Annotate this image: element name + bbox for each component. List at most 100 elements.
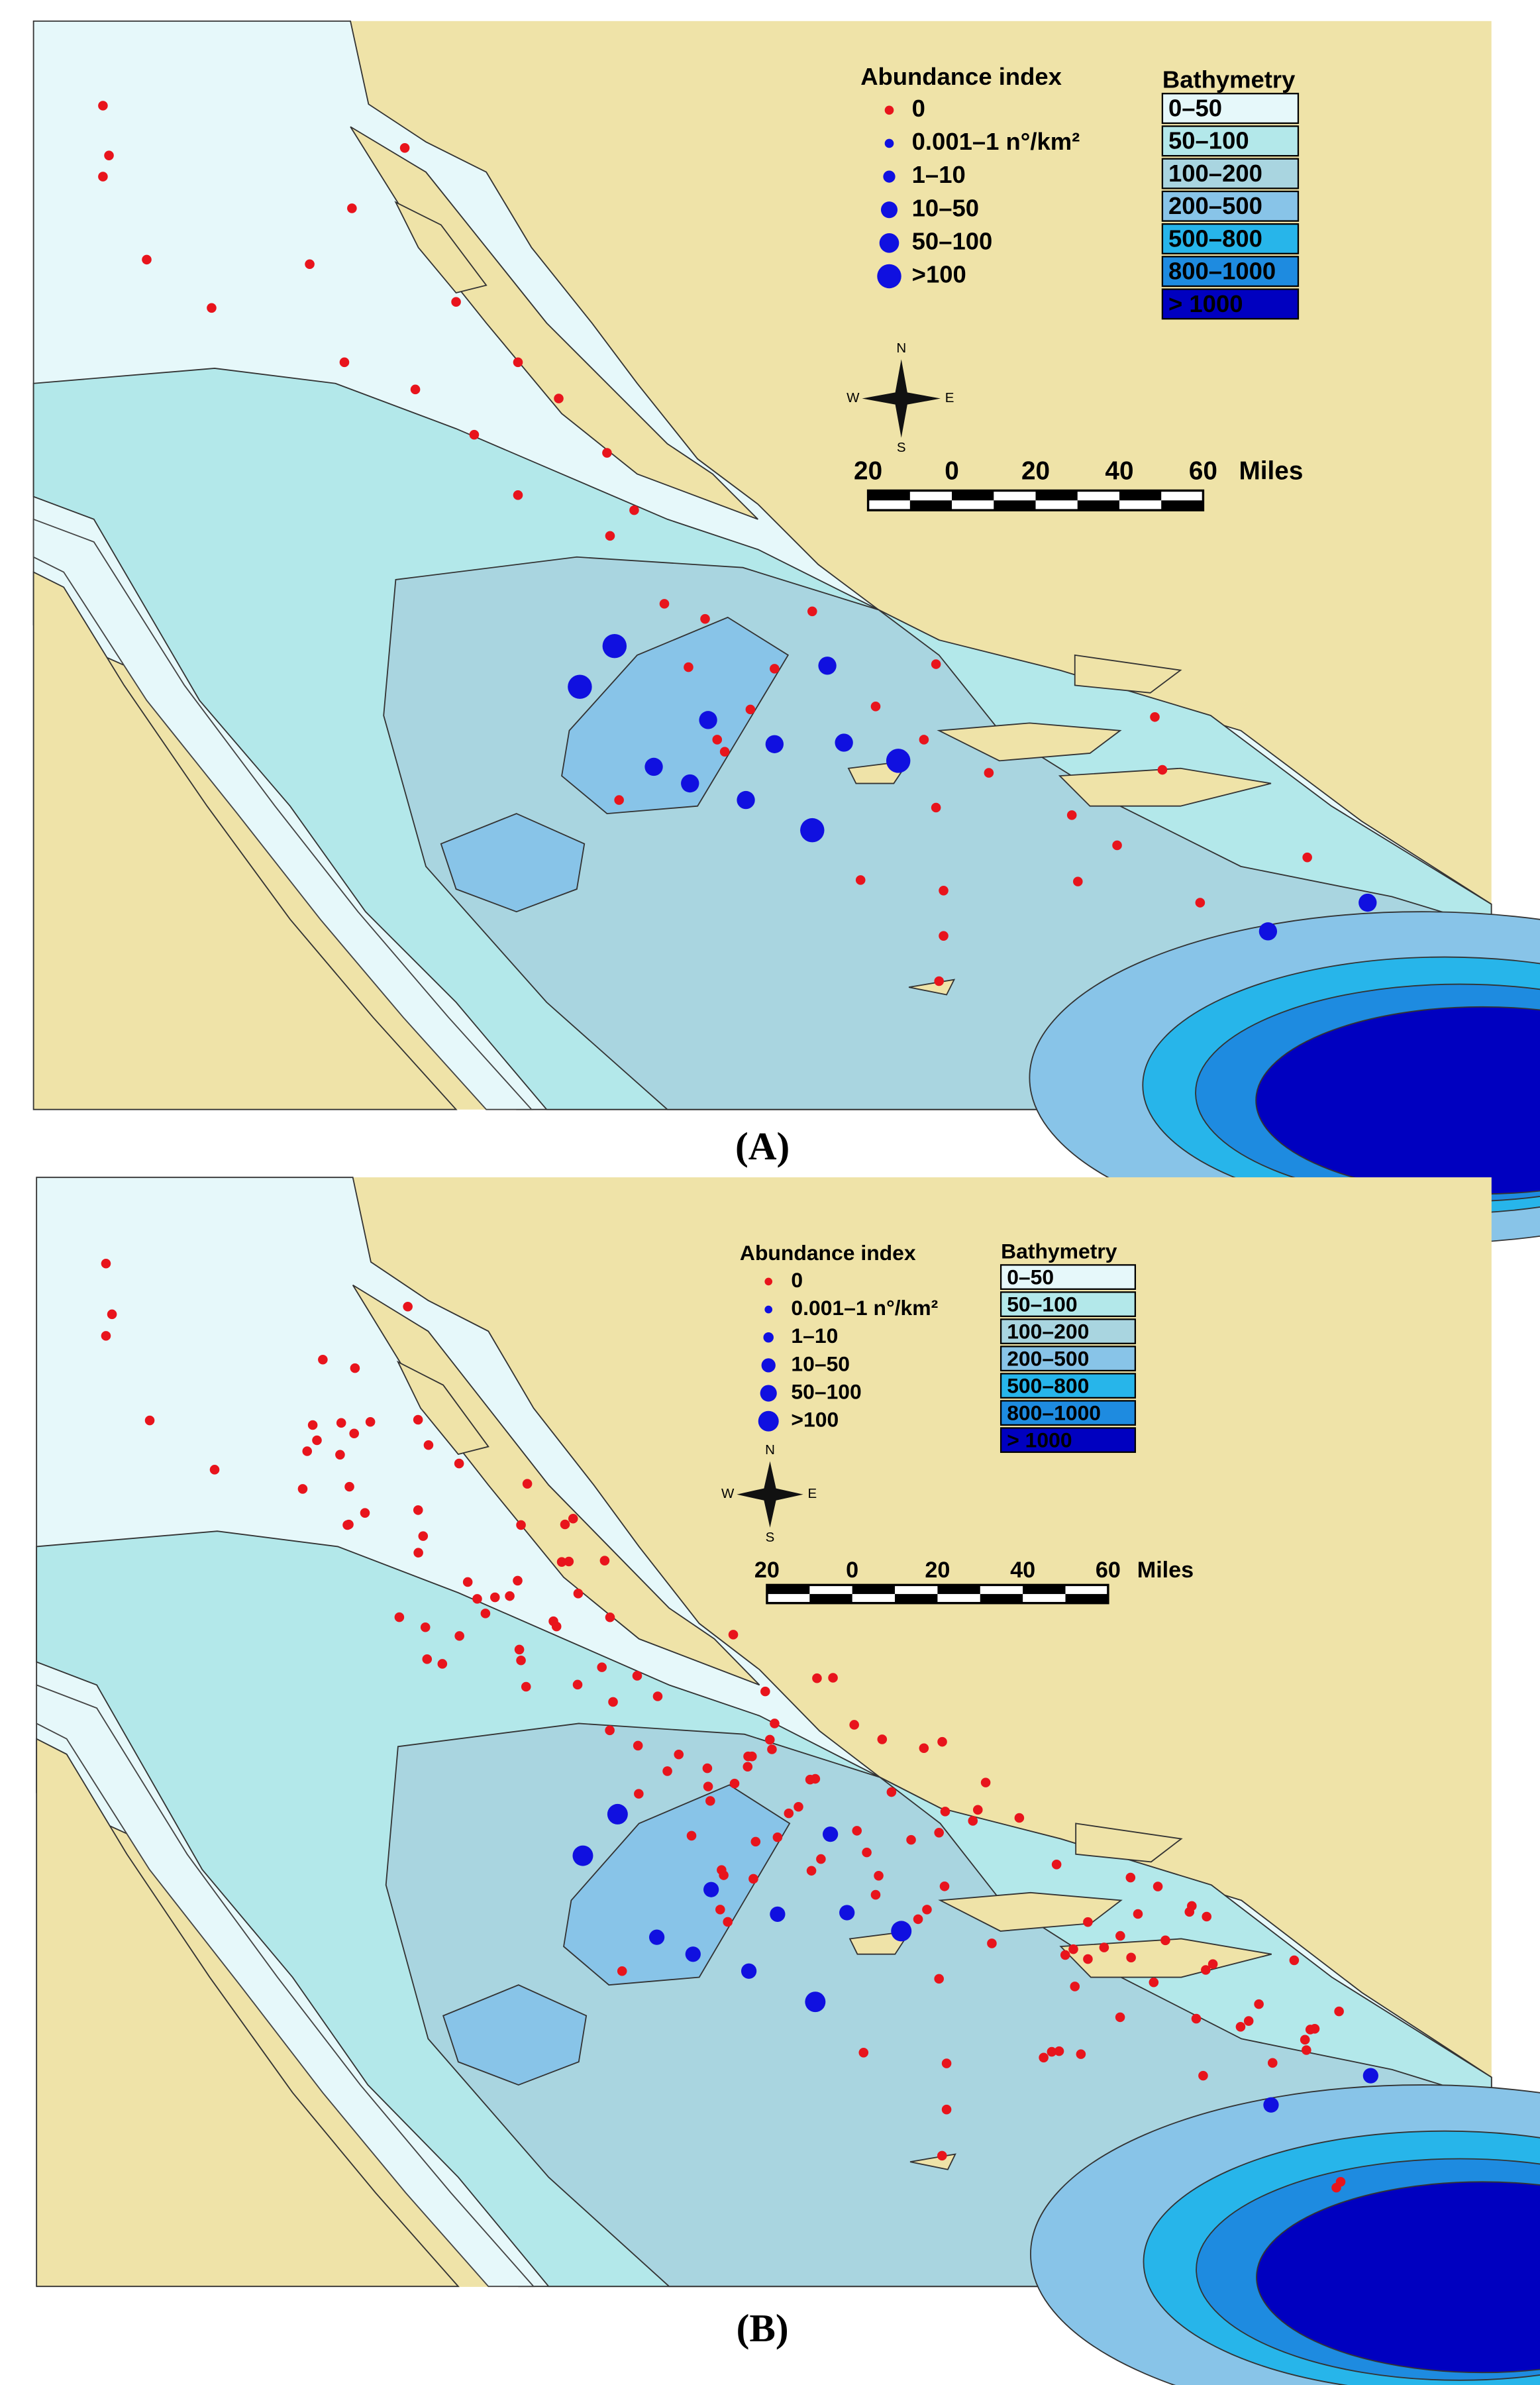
legend-swatch [1000, 1373, 1137, 1399]
legend-dot [763, 1332, 774, 1343]
legend-label: > 1000 [1007, 1428, 1072, 1452]
sample-zero [1076, 2049, 1086, 2059]
sample-zero [1309, 2024, 1320, 2034]
sample-zero [490, 1592, 500, 1603]
scale-segment [1077, 500, 1119, 511]
scale-label: 0 [945, 456, 959, 485]
compass-s: S [897, 440, 906, 455]
sample-zero [513, 490, 523, 500]
sample-positive [703, 1882, 719, 1897]
legend-label: 0–50 [1168, 94, 1222, 121]
sample-zero [634, 1789, 644, 1799]
sample-zero [514, 1644, 525, 1655]
sample-zero [344, 1481, 354, 1492]
sample-zero [767, 1744, 777, 1754]
sample-zero [1115, 1931, 1125, 1941]
compass-s: S [766, 1530, 775, 1545]
legend-label: 0.001–1 n°/km² [912, 128, 1080, 155]
sample-zero [513, 357, 523, 368]
sample-zero [602, 448, 612, 458]
caption: (B) [737, 2306, 789, 2350]
panel-overlay: Abundance index 0 0.001–1 n°/km² 1–10 10–50 5… [101, 1240, 1378, 2350]
sample-zero [1160, 1935, 1170, 1946]
sample-zero [1066, 810, 1077, 820]
sample-zero [420, 1622, 431, 1632]
compass-e: E [807, 1486, 817, 1501]
sample-zero [784, 1808, 794, 1819]
sample-zero [302, 1446, 313, 1456]
caption: (A) [735, 1124, 790, 1168]
legend-label: 200–500 [1007, 1346, 1089, 1370]
legend-dot [758, 1410, 779, 1432]
sample-zero [360, 1508, 370, 1518]
legend-label: 50–100 [912, 227, 993, 254]
sample-zero [855, 875, 866, 885]
sample-zero [513, 1575, 523, 1586]
scale-segment [937, 1585, 980, 1595]
sample-positive [699, 711, 717, 729]
legend-label: 1–10 [791, 1324, 838, 1348]
sample-zero [717, 1865, 727, 1875]
sample-zero [1202, 1911, 1212, 1922]
sample-zero [554, 394, 564, 403]
legend-dot [760, 1385, 777, 1402]
scale-label: 20 [854, 456, 882, 485]
legend-dot [884, 105, 894, 115]
sample-zero [674, 1749, 684, 1760]
legend-label: 10–50 [791, 1352, 850, 1375]
sample-zero [1115, 2012, 1125, 2023]
scale-label: 60 [1096, 1558, 1121, 1583]
sample-zero [987, 1938, 997, 1948]
sample-zero [98, 101, 108, 111]
sample-zero [413, 1505, 423, 1515]
sample-zero [760, 1686, 770, 1697]
sample-zero [394, 1612, 405, 1622]
sample-zero [700, 613, 710, 624]
sample-zero [1243, 2016, 1254, 2026]
sample-zero [728, 1630, 739, 1640]
sample-zero [633, 1740, 643, 1751]
sample-zero [1070, 1982, 1080, 1991]
compass-rose [737, 1461, 803, 1528]
legend-label: 0 [791, 1268, 803, 1292]
scale-segment [852, 1585, 896, 1595]
sample-positive [891, 1921, 912, 1942]
sample-zero [1073, 876, 1083, 886]
sample-zero [1289, 1955, 1300, 1966]
sample-zero [347, 203, 357, 213]
sample-zero [422, 1654, 433, 1664]
sample-zero [403, 1301, 413, 1312]
sample-zero [418, 1531, 429, 1541]
sample-zero [454, 1458, 464, 1469]
sample-zero [462, 1577, 473, 1587]
legend-dot [880, 201, 898, 219]
sample-zero [573, 1589, 584, 1599]
sample-zero [746, 1751, 757, 1762]
sample-zero [209, 1465, 220, 1475]
legend-label: 100–200 [1168, 160, 1262, 187]
sample-zero [551, 1621, 562, 1632]
sample-zero [941, 2104, 952, 2115]
scale-label: 20 [754, 1558, 780, 1583]
legend-swatch [1161, 288, 1300, 320]
sample-zero [1149, 1977, 1159, 1988]
scale-label: 20 [1021, 456, 1050, 485]
legend-dot [761, 1358, 776, 1373]
scale-label: 40 [1105, 456, 1133, 485]
legend-title: Abundance index [740, 1241, 916, 1265]
sample-zero [101, 1258, 111, 1269]
legend-dot [883, 170, 896, 183]
sample-zero [98, 172, 108, 182]
sample-zero [560, 1519, 570, 1530]
sample-zero [305, 259, 315, 270]
compass-rose [862, 359, 941, 438]
legend-swatch [1000, 1318, 1137, 1344]
legend-label: >100 [912, 261, 966, 288]
sample-positive [681, 774, 699, 793]
sample-zero [1201, 1965, 1211, 1975]
sample-zero [1133, 1909, 1143, 1919]
legend-title: Bathymetry [1001, 1240, 1117, 1263]
sample-zero [516, 1520, 526, 1530]
legend-label: 50–100 [791, 1379, 861, 1403]
